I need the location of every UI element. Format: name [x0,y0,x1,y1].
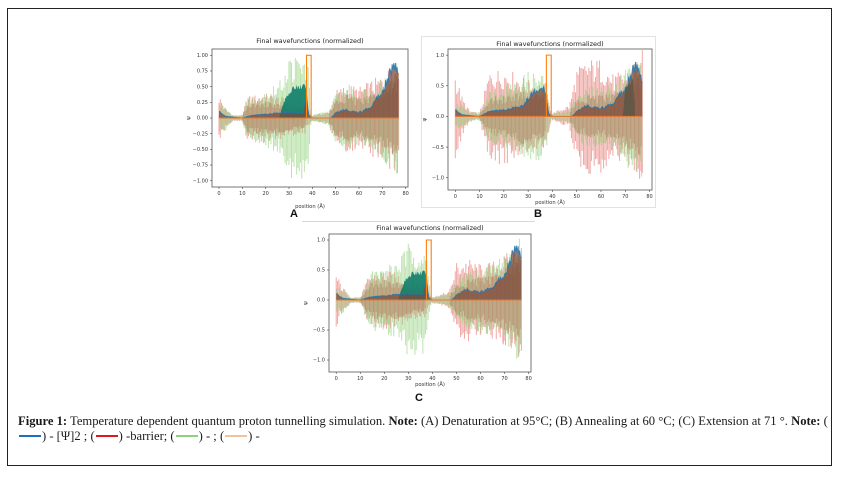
y-axis-label: ψ [303,301,309,305]
figure-caption: Figure 1: Temperature dependent quantum … [18,414,828,444]
barrier-rect [425,239,432,300]
x-tick-label: 40 [549,194,555,200]
y-tick-label: 0.50 [197,84,208,90]
x-tick-label: 70 [379,191,385,197]
x-tick-label: 60 [356,191,362,197]
y-tick-label: 0.0 [317,298,325,304]
legend-swatch-red [95,435,118,438]
x-tick-label: 30 [405,376,411,382]
x-tick-label: 30 [286,191,292,197]
x-tick-label: 70 [622,194,628,200]
figure-title: Temperature dependent quantum proton tun… [67,414,389,428]
x-tick-label: 20 [262,191,268,197]
chart-c: Final wavefunctions (normalized) 0 10 20 30 4… [303,224,532,388]
y-tick-label: 1.00 [197,53,208,59]
barrier-rect [545,54,552,117]
x-tick-label: 10 [476,194,482,200]
note-text: (A) Denaturation at 95°C; (B) Annealing … [417,414,792,428]
x-tick-label: 0 [335,376,338,382]
y-axis-label: ψ [186,116,192,120]
psi-squared-line [218,62,399,119]
y-tick-label: 0.0 [436,114,444,120]
x-axis-label: position (Å) [535,199,565,206]
x-tick-label: 60 [477,376,483,382]
chart-a: Final wavefunctions (normalized) 0 10 20 30 4… [186,37,409,210]
chart-title: Final wavefunctions (normalized) [376,224,483,232]
panel-label-b: B [534,208,542,220]
x-tick-label: 10 [239,191,245,197]
y-tick-label: −0.75 [193,163,208,169]
x-tick-label: 40 [309,191,315,197]
x-tick-label: 40 [429,376,435,382]
y-tick-label: −0.5 [313,328,325,334]
figure-frame [7,8,832,466]
axes-frame [328,233,532,373]
barrier-rect [305,54,312,118]
legend-swatch-green [175,435,198,438]
probability-density-fill [336,245,522,300]
y-tick-label: 0.75 [197,69,208,75]
psi-squared-line [336,245,522,301]
x-tick-label: 50 [332,191,338,197]
x-tick-label: 20 [381,376,387,382]
psi-squared-line [455,61,643,117]
legend-swatch-orange [225,435,248,438]
figure-label: Figure 1: [18,414,68,428]
y-tick-label: −1.0 [313,358,325,364]
legend-item-orange: () - [219,429,260,443]
legend-item-green: () - ; [170,429,220,443]
x-tick-label: 70 [501,376,507,382]
legend-note-label: Note: [791,414,821,428]
panel-c: Final wavefunctions (normalized) 0 10 20 30 4… [302,222,537,392]
x-axis-label: position (Å) [295,203,325,210]
divider-line-b [415,221,535,222]
x-tick-label: 0 [217,191,220,197]
legend-swatch-blue [19,435,41,438]
plot-area [454,50,643,179]
plot-area [335,238,522,359]
x-tick-label: 50 [453,376,459,382]
y-tick-label: −0.5 [432,145,444,151]
x-tick-label: 0 [454,194,457,200]
axes-frame [447,48,653,191]
chart-b: Final wavefunctions (normalized) 0 10 20 30 4… [422,40,653,206]
y-tick-label: 0.5 [317,268,325,274]
legend-item-psi-squared: () - [Ψ]2 ; [18,414,828,443]
y-tick-label: 0.25 [197,100,208,106]
panel-label-c: C [415,392,423,404]
panel-b: Final wavefunctions (normalized) 0 10 20 30 4… [421,36,656,211]
y-tick-label: 0.00 [197,116,208,122]
y-tick-label: −0.50 [193,147,208,153]
y-tick-label: −1.0 [432,175,444,181]
x-tick-label: 80 [646,194,652,200]
x-tick-label: 50 [574,194,580,200]
chart-title: Final wavefunctions (normalized) [496,40,603,48]
x-tick-label: 30 [525,194,531,200]
x-tick-label: 80 [402,191,408,197]
y-tick-label: 0.5 [436,83,444,89]
divider-line-a [302,221,422,222]
legend-item-barrier: () -barrier; [90,429,171,443]
y-tick-label: −1.00 [193,178,208,184]
x-tick-label: 20 [501,194,507,200]
overlap-fill-region [398,270,428,300]
plot-area [218,54,400,179]
y-axis-label: ψ [422,117,428,121]
x-tick-label: 60 [598,194,604,200]
overlap-fill-region [279,83,308,118]
x-tick-label: 10 [357,376,363,382]
panel-label-a: A [290,208,298,220]
panel-a: Final wavefunctions (normalized) 0 10 20 30 4… [180,36,415,221]
x-tick-label: 80 [525,376,531,382]
y-tick-label: 1.0 [436,53,444,59]
y-tick-label: −0.25 [193,131,208,137]
x-axis-label: position (Å) [415,381,445,388]
probability-density-fill [455,61,643,117]
panel-b-border [421,36,656,208]
y-tick-label: 1.0 [317,238,325,244]
note-label: Note: [388,414,418,428]
chart-title: Final wavefunctions (normalized) [256,37,363,45]
probability-density-fill [219,62,399,118]
